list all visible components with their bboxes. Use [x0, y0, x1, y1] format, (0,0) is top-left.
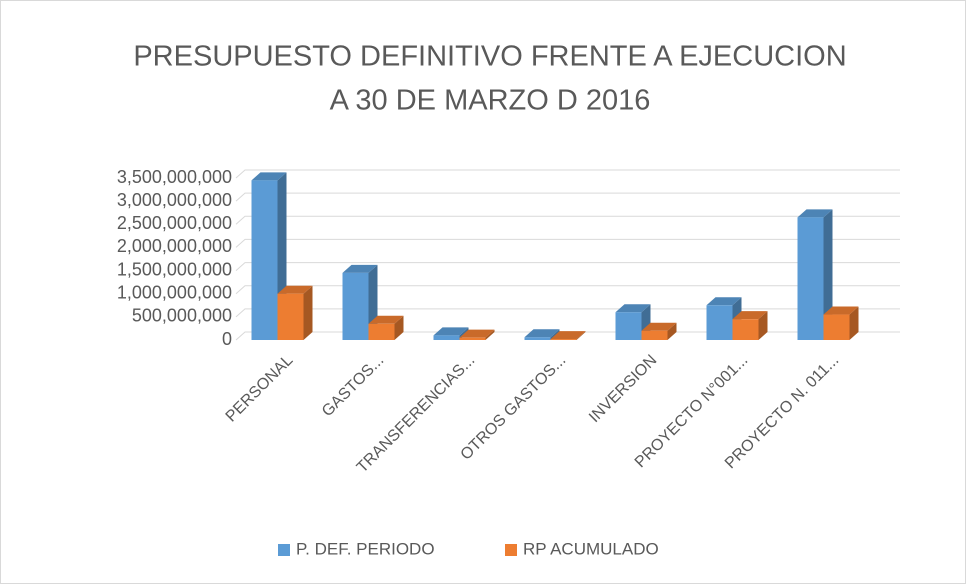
grid-line — [235, 262, 900, 271]
bar-front — [550, 339, 577, 340]
bar-side — [758, 311, 768, 340]
bar-top — [641, 322, 677, 331]
bar-side — [303, 285, 313, 340]
chart-title: PRESUPUESTO DEFINITIVO FRENTE A EJECUCIO… — [133, 41, 846, 73]
bar-side — [394, 315, 404, 340]
bar-top — [433, 327, 469, 336]
bar-side — [667, 322, 677, 340]
bar — [797, 209, 833, 340]
bar — [641, 322, 677, 340]
grid-line — [235, 285, 900, 295]
legend-swatch — [505, 544, 517, 556]
bar-top — [706, 297, 742, 306]
grid-line — [235, 331, 900, 341]
bar-front — [615, 312, 642, 340]
bar-top — [550, 331, 586, 340]
legend-label: RP ACUMULADO — [523, 539, 659, 558]
bar-front — [641, 330, 668, 340]
bar-top — [459, 329, 495, 338]
bar-top — [732, 311, 768, 320]
bar-front — [706, 305, 733, 340]
bar-top — [277, 285, 313, 294]
bar-front — [459, 337, 486, 340]
y-tick-label: 2,500,000,000 — [117, 213, 232, 233]
bar-front — [342, 272, 369, 340]
y-tick-label: 0 — [222, 329, 232, 349]
bar — [823, 306, 859, 340]
bar-front — [251, 180, 278, 340]
bar-top — [251, 172, 287, 181]
bar — [732, 311, 768, 340]
bar — [459, 329, 495, 340]
bar-side — [485, 329, 495, 340]
grid-line — [235, 308, 900, 318]
legend-swatch — [278, 544, 290, 556]
y-tick-label: 3,500,000,000 — [117, 167, 232, 187]
bar — [368, 315, 404, 340]
bar-front — [368, 323, 395, 340]
y-tick-label: 1,500,000,000 — [117, 259, 232, 279]
bar-top — [615, 304, 651, 313]
bar-front — [732, 319, 759, 340]
bar-front — [277, 293, 304, 340]
bar-front — [797, 217, 824, 340]
y-tick-label: 3,000,000,000 — [117, 190, 232, 210]
bar-top — [797, 209, 833, 218]
bar-side — [576, 331, 586, 340]
bar-front — [433, 335, 460, 340]
bar-top — [823, 306, 859, 315]
bar-front — [823, 314, 850, 340]
bar-top — [368, 315, 404, 324]
bar — [550, 331, 586, 340]
y-tick-label: 1,000,000,000 — [117, 282, 232, 302]
bar — [277, 285, 313, 340]
grid-line — [235, 215, 900, 225]
grid-line — [235, 192, 900, 202]
bar — [706, 297, 742, 340]
bar-side — [849, 306, 859, 340]
y-tick-label: 2,000,000,000 — [117, 236, 232, 256]
bar-front — [524, 337, 551, 340]
bar-top — [524, 329, 560, 338]
chart-title: A 30 DE MARZO D 2016 — [330, 85, 651, 117]
bar-side — [823, 209, 833, 340]
legend-label: P. DEF. PERIODO — [296, 539, 435, 558]
y-tick-label: 500,000,000 — [132, 306, 232, 326]
grid-line — [235, 169, 900, 179]
grid-line — [235, 238, 900, 248]
bar-top — [342, 264, 378, 273]
